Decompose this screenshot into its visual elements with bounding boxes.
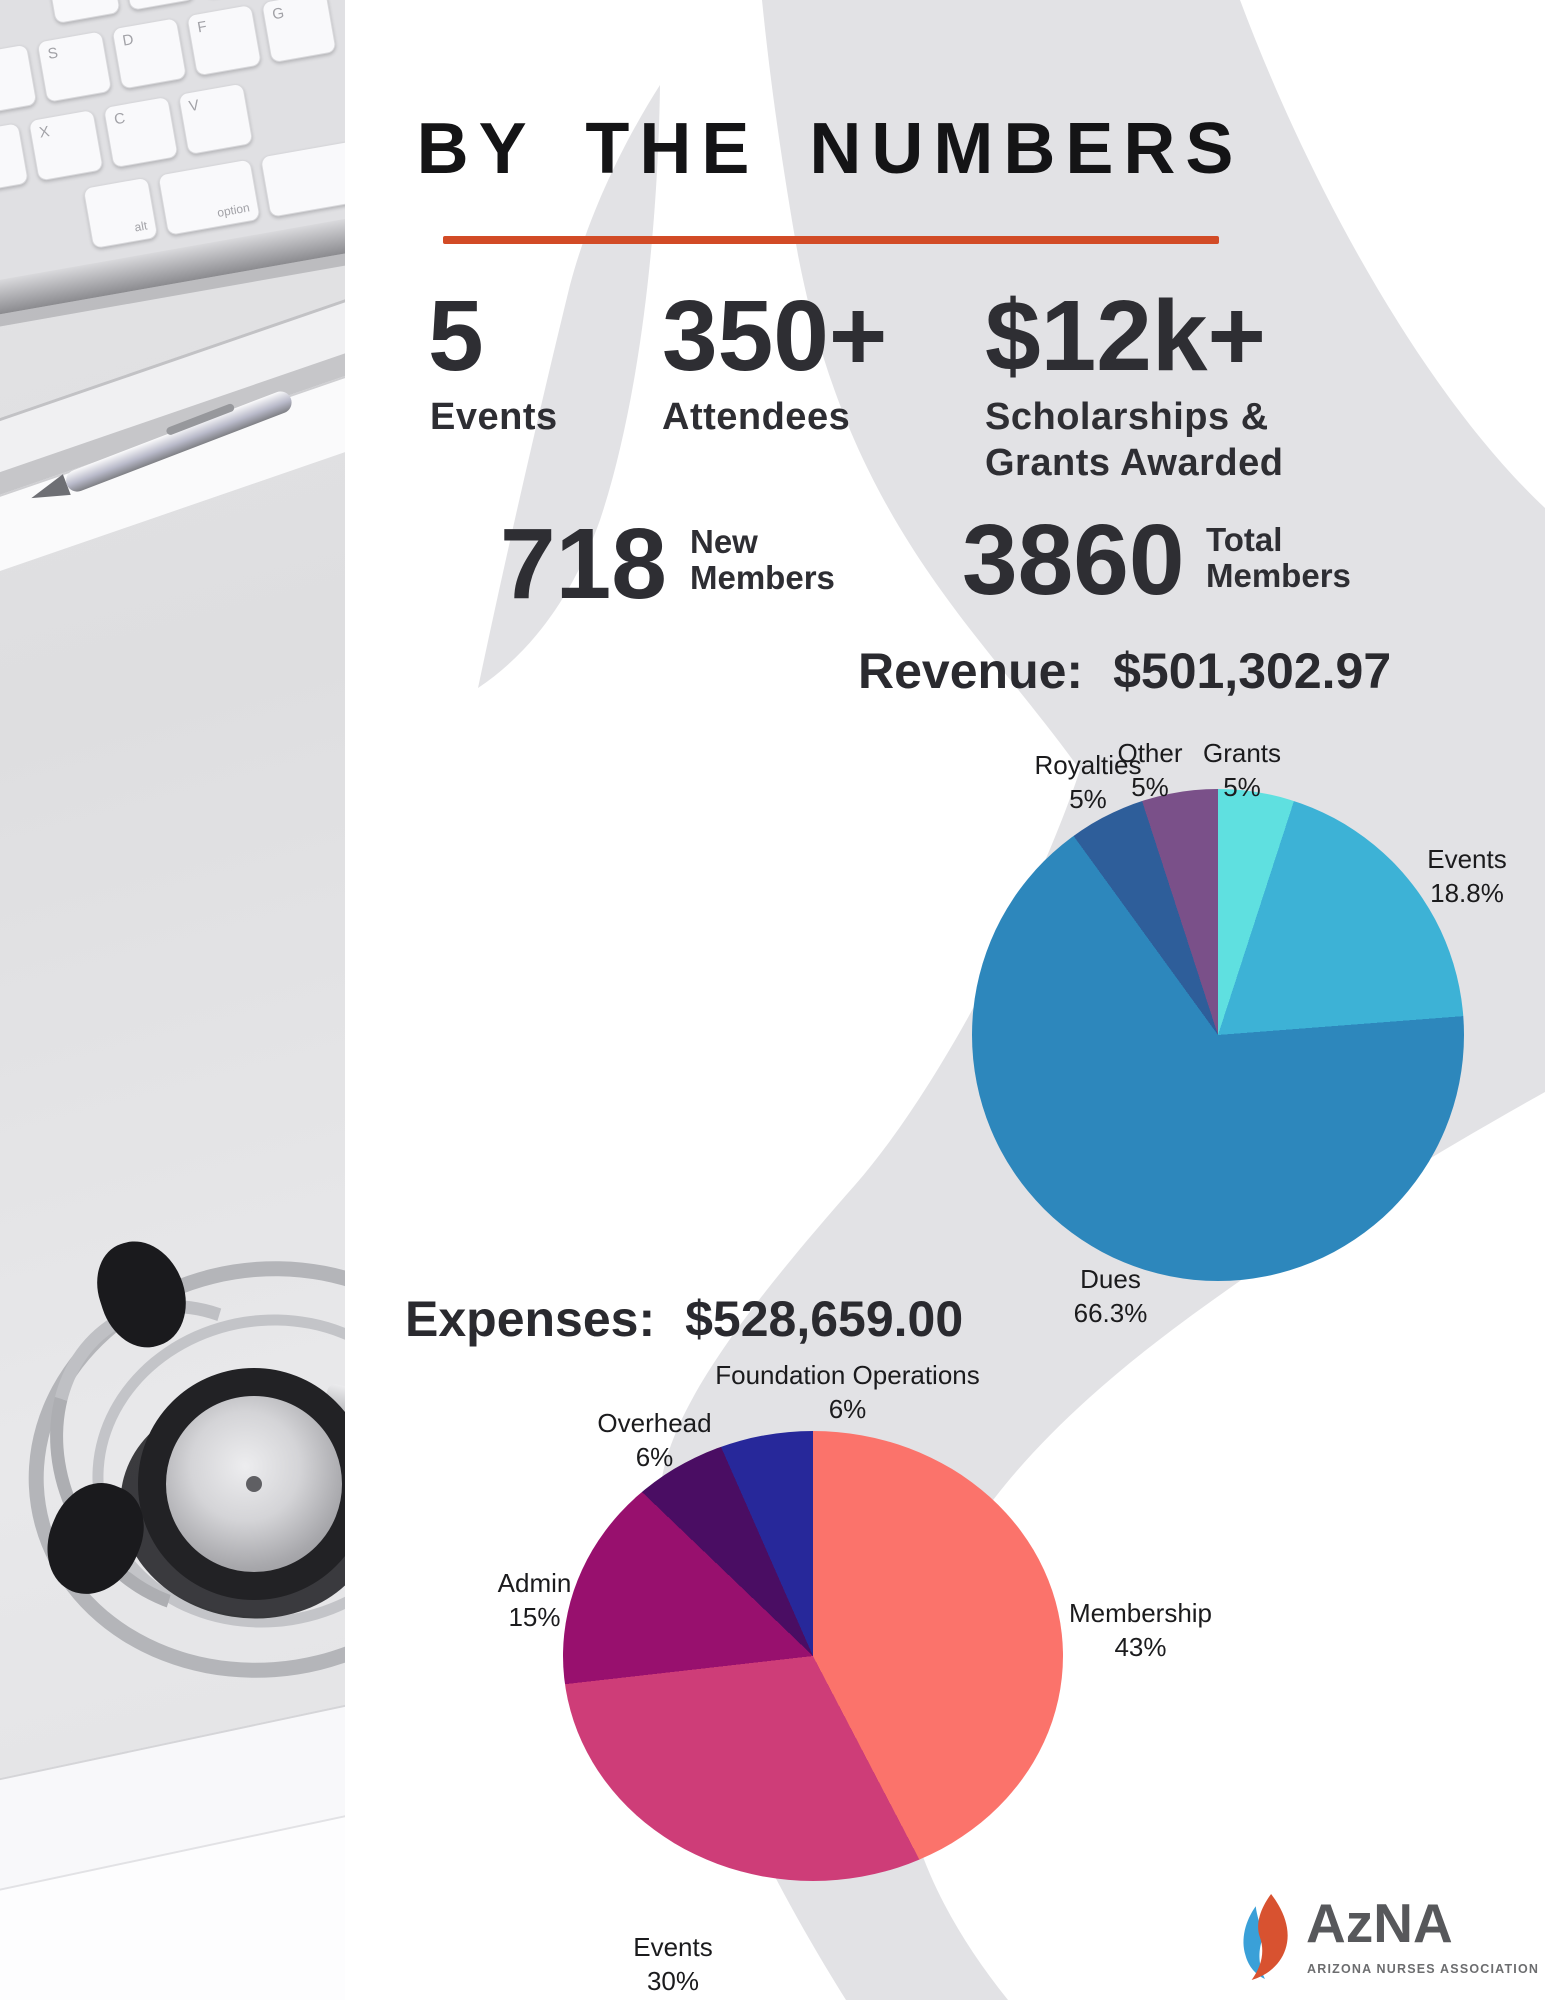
slice-name: Admin <box>497 1568 572 1598</box>
title-underline <box>443 236 1219 244</box>
slice-percent: 5% <box>1223 772 1261 803</box>
new-members-label-line2: Members <box>690 558 835 596</box>
stat-total-members-label: Total Members <box>1206 522 1351 593</box>
stat-total-members-value: 3860 <box>962 504 1185 616</box>
slice-name: Membership <box>1068 1598 1213 1628</box>
revenue-pie-label-dues: Dues 66.3% <box>1038 1262 1183 1331</box>
expenses-amount: $528,659.00 <box>685 1291 964 1347</box>
stat-attendees-value: 350+ <box>662 280 888 392</box>
revenue-heading: Revenue: $501,302.97 <box>858 642 1391 700</box>
slice-percent: 5% <box>1131 772 1169 803</box>
stethoscope-chestpiece-center <box>246 1476 262 1492</box>
new-members-label-line1: New <box>690 523 758 560</box>
logo-wordmark: AzNA <box>1306 1892 1453 1954</box>
stat-new-members-value: 718 <box>500 508 667 620</box>
revenue-pie-label-grants: Grants 5% <box>1182 736 1302 805</box>
stat-scholarships-value: $12k+ <box>985 280 1266 392</box>
expenses-heading-label: Expenses: <box>405 1291 656 1347</box>
stat-scholarships-label: Scholarships & Grants Awarded <box>985 394 1283 487</box>
slice-name: Foundation Operations <box>715 1360 980 1390</box>
logo-flame-icon <box>1243 1894 1288 1980</box>
revenue-pie-label-events: Events 18.8% <box>1392 842 1542 911</box>
slice-percent: 5% <box>1069 784 1107 815</box>
slice-percent: 30% <box>646 1966 700 1997</box>
slice-name: Dues <box>1080 1264 1141 1294</box>
total-members-label-line1: Total <box>1206 521 1283 558</box>
stat-attendees-label: Attendees <box>662 396 851 438</box>
slice-name: Events <box>1427 844 1507 874</box>
logo-flame-orange <box>1251 1894 1288 1980</box>
slice-percent: 15% <box>508 1602 561 1633</box>
total-members-label-line2: Members <box>1206 556 1351 594</box>
slice-percent: 6% <box>635 1442 674 1473</box>
expenses-heading: Expenses: $528,659.00 <box>405 1290 963 1348</box>
revenue-heading-label: Revenue: <box>858 643 1084 699</box>
expenses-pie-chart <box>563 1431 1063 1881</box>
page-title: BY THE NUMBERS <box>416 109 1244 189</box>
revenue-pie-chart <box>972 789 1464 1281</box>
expenses-pie-label-foundation-operations: Foundation Operations 6% <box>695 1358 1000 1427</box>
slice-name: Other <box>1117 738 1183 768</box>
stat-new-members-label: New Members <box>690 524 835 595</box>
expenses-pie-label-admin: Admin 15% <box>462 1566 607 1635</box>
slice-name: Events <box>633 1932 713 1962</box>
revenue-amount: $501,302.97 <box>1113 643 1392 699</box>
expenses-pie-label-events: Events 30% <box>598 1930 748 1999</box>
expenses-pie-label-overhead: Overhead 6% <box>582 1406 727 1475</box>
stat-events-value: 5 <box>428 280 484 392</box>
slice-percent: 18.8% <box>1430 878 1504 909</box>
slice-name: Grants <box>1202 738 1282 768</box>
left-photo-strip: S D F G Z X C V alt option <box>0 0 345 2000</box>
stat-scholarships-label-line2: Grants Awarded <box>985 442 1284 485</box>
slice-percent: 66.3% <box>1073 1298 1148 1329</box>
stat-scholarships-label-line1: Scholarships & <box>985 396 1269 438</box>
revenue-pie-label-other: Other 5% <box>1090 736 1210 805</box>
logo-tagline: ARIZONA NURSES ASSOCIATION <box>1307 1962 1540 1976</box>
slice-name: Overhead <box>597 1408 712 1438</box>
stat-events-label: Events <box>430 396 558 438</box>
revenue-pie-label-royalties: Royalties 5% <box>1018 748 1158 817</box>
slice-percent: 6% <box>828 1394 867 1425</box>
slice-name: Royalties <box>1034 750 1142 780</box>
expenses-pie-label-membership: Membership 43% <box>1038 1596 1243 1665</box>
swoosh-blade <box>478 85 660 688</box>
slice-percent: 43% <box>1114 1632 1167 1663</box>
